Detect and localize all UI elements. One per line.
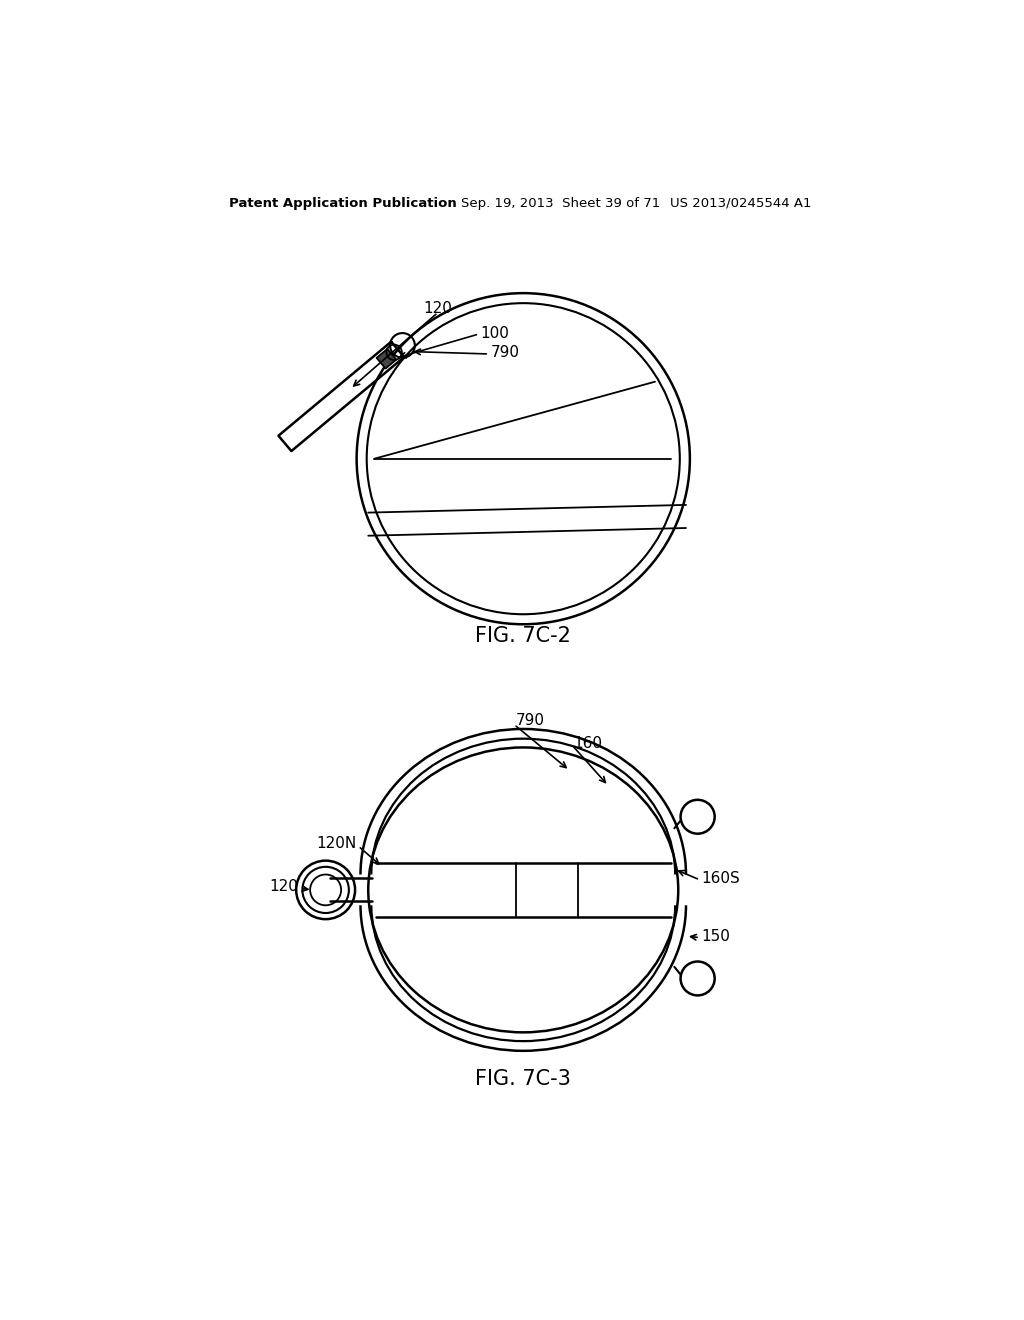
Text: Patent Application Publication: Patent Application Publication — [228, 197, 457, 210]
Text: 160S: 160S — [701, 871, 740, 886]
Text: FIG. 7C-3: FIG. 7C-3 — [475, 1069, 571, 1089]
Polygon shape — [377, 348, 396, 368]
Text: FIG. 7C-2: FIG. 7C-2 — [475, 626, 571, 645]
Text: US 2013/0245544 A1: US 2013/0245544 A1 — [671, 197, 812, 210]
Text: 150: 150 — [701, 928, 730, 944]
Text: 790: 790 — [490, 345, 520, 360]
Text: 120: 120 — [269, 879, 299, 894]
Text: 160: 160 — [573, 737, 603, 751]
Text: 790: 790 — [515, 713, 545, 729]
Text: 120: 120 — [424, 301, 453, 315]
Text: 120N: 120N — [316, 836, 356, 851]
Text: Sep. 19, 2013  Sheet 39 of 71: Sep. 19, 2013 Sheet 39 of 71 — [461, 197, 660, 210]
Text: 100: 100 — [480, 326, 510, 342]
